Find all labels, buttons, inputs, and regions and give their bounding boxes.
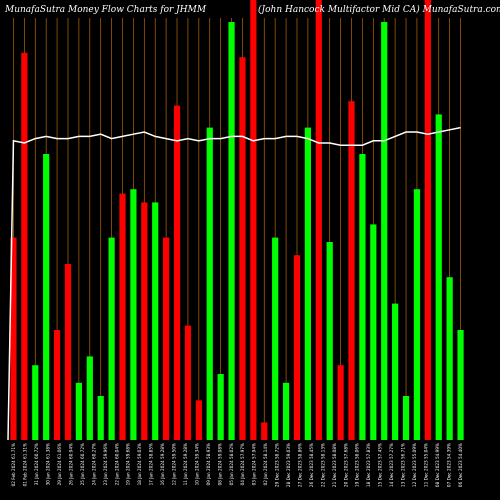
x-tick-label: 11 Jan 2024 59.28% <box>183 443 188 485</box>
bar <box>86 356 93 440</box>
x-tick-label: 29 Jan 2024 61.06% <box>57 443 62 485</box>
bar <box>53 330 61 440</box>
bar <box>21 52 28 441</box>
x-tick-label: 10 Jan 2024 59.34% <box>194 443 199 485</box>
bar <box>130 189 137 440</box>
bar <box>457 330 464 440</box>
money-flow-line <box>7 126 461 441</box>
bar <box>119 193 126 440</box>
bar <box>217 374 224 440</box>
x-tick-label: 27 Dec 2023 58.86% <box>297 443 302 487</box>
bar <box>239 57 246 440</box>
bar <box>32 365 39 440</box>
x-tick-label: 04 Jan 2024 57.97% <box>240 443 245 485</box>
x-tick-label: 26 Jan 2024 60.94% <box>68 443 73 485</box>
bar <box>293 255 301 440</box>
x-tick-label: 19 Jan 2024 59.68% <box>126 443 131 485</box>
bar <box>228 22 235 440</box>
bar <box>424 0 431 440</box>
x-tick-label: 30 Jan 2024 61.38% <box>46 443 51 485</box>
bar <box>337 365 344 440</box>
x-tick-label: 12 Dec 2023 55.09% <box>412 443 417 487</box>
bar <box>348 101 355 440</box>
bar <box>10 237 17 440</box>
bar <box>206 127 213 440</box>
bar <box>304 127 311 440</box>
x-tick-label: 14 Dec 2023 57.27% <box>389 443 394 487</box>
bar <box>184 325 192 440</box>
x-tick-label: 15 Dec 2023 57.45% <box>378 443 383 487</box>
bar <box>282 382 290 440</box>
x-tick-label: 31 Jan 2024 60.72% <box>34 443 39 485</box>
chart-title-right: (John Hancock Multifactor Mid CA) Munafa… <box>258 4 500 15</box>
x-tick-label: 23 Jan 2024 59.96% <box>103 443 108 485</box>
chart-title-left: MunafaSutra Money Flow Charts for JHMM <box>4 5 207 15</box>
x-tick-label: 25 Jan 2024 60.72% <box>80 443 85 485</box>
bar <box>381 22 388 440</box>
x-tick-label: 02 Feb 2024 61.71% <box>11 443 16 486</box>
bar <box>359 154 366 440</box>
bar <box>370 224 377 440</box>
x-tick-label: 17 Jan 2024 58.85% <box>149 443 154 485</box>
x-tick-label: 20 Dec 2023 57.68% <box>343 443 348 487</box>
x-tick-label: 09 Jan 2024 58.93% <box>206 443 211 485</box>
bar <box>402 396 410 440</box>
x-tick-label: 06 Dec 2023 54.40% <box>458 443 463 487</box>
bar <box>250 0 257 440</box>
x-tick-label: 13 Dec 2023 56.71% <box>401 443 406 487</box>
bar <box>315 0 322 440</box>
x-tick-label: 05 Jan 2024 58.02% <box>229 443 234 485</box>
x-tick-label: 18 Jan 2024 59.03% <box>137 443 142 485</box>
bar <box>195 400 202 440</box>
bar <box>64 264 72 440</box>
bars <box>10 0 464 441</box>
bar <box>141 202 148 440</box>
x-tick-label: 02 Jan 2024 58.14% <box>263 443 268 485</box>
x-tick-label: 26 Dec 2023 58.45% <box>309 443 314 487</box>
x-tick-label: 28 Dec 2023 59.03% <box>286 443 291 487</box>
x-tick-label: 21 Dec 2023 58.08% <box>332 443 337 487</box>
x-tick-label: 29 Dec 2023 58.72% <box>275 443 280 487</box>
x-tick-label: 18 Dec 2023 57.83% <box>366 443 371 487</box>
x-tick-label: 08 Dec 2023 54.99% <box>435 443 440 487</box>
x-tick-label: 22 Jan 2024 60.04% <box>114 443 119 485</box>
bar <box>261 422 268 440</box>
bar <box>435 114 442 441</box>
x-tick-label: 19 Dec 2023 58.06% <box>355 443 360 487</box>
x-tick-label: 07 Dec 2023 54.39% <box>446 443 451 487</box>
x-tick-label: 08 Jan 2024 59.08% <box>217 443 222 485</box>
bar <box>163 237 170 440</box>
x-tick-label: 03 Jan 2024 57.94% <box>252 443 257 485</box>
x-tick-label: 12 Jan 2024 59.50% <box>172 443 177 485</box>
bar <box>152 202 159 440</box>
bar <box>326 242 333 440</box>
x-tick-label: 16 Jan 2024 59.28% <box>160 443 165 485</box>
bar <box>75 382 82 440</box>
x-tick-label: 24 Jan 2024 60.27% <box>91 443 96 485</box>
x-tick-label: 01 Feb 2024 61.31% <box>23 443 28 486</box>
x-tick-label: 22 Dec 2023 58.13% <box>320 443 325 487</box>
bar <box>413 189 421 440</box>
x-tick-label: 11 Dec 2023 55.04% <box>423 443 428 487</box>
bar <box>43 154 50 440</box>
bar <box>173 105 181 440</box>
bar <box>446 277 453 440</box>
bar <box>97 396 104 440</box>
x-tick-labels: 02 Feb 2024 61.71% 01 Feb 2024 61.31% 31 J… <box>11 443 463 487</box>
bar <box>392 303 399 440</box>
bar <box>272 237 279 440</box>
bar <box>108 237 115 440</box>
